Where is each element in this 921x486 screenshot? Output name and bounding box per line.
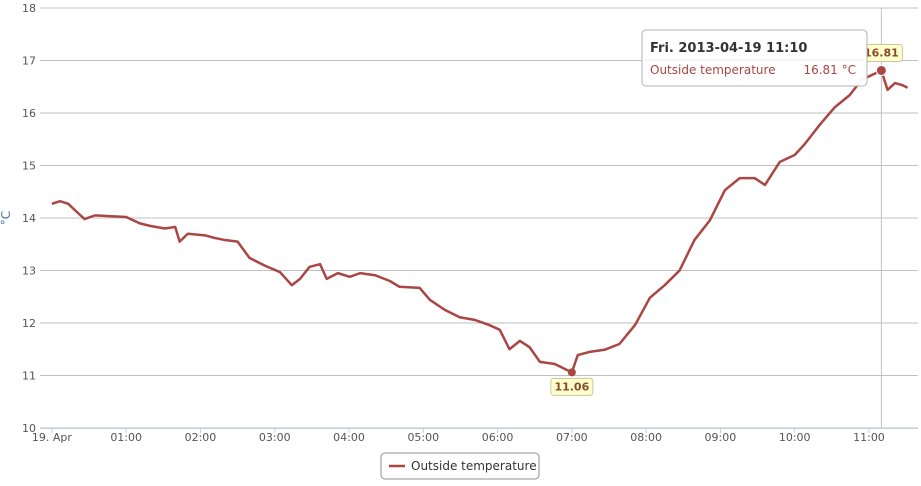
x-tick-label: 04:00 [333, 431, 365, 444]
data-label: 16.81 [864, 46, 899, 59]
y-tick-label: 11 [22, 370, 36, 383]
x-tick-label: 02:00 [185, 431, 217, 444]
data-label-box [550, 377, 594, 396]
x-tick-label: 08:00 [630, 431, 662, 444]
tooltip-header: Fri. 2013-04-19 11:10 [650, 41, 807, 56]
y-tick-label: 15 [22, 160, 36, 173]
x-tick-label: 11:00 [853, 431, 885, 444]
tooltip-box [641, 29, 868, 87]
x-tick-label: 19. Apr [32, 431, 72, 444]
x-tick-label: 01:00 [110, 431, 142, 444]
y-axis-title: °C [0, 211, 13, 225]
y-tick-label: 18 [22, 2, 36, 15]
y-tick-label: 10 [22, 422, 36, 435]
x-tick-label: 09:00 [705, 431, 737, 444]
y-tick-label: 16 [22, 107, 36, 120]
series-line [51, 69, 909, 374]
y-tick-label: 14 [22, 212, 36, 225]
x-tick-label: 07:00 [556, 431, 588, 444]
y-tick-label: 12 [22, 317, 36, 330]
data-label: 11.06 [554, 380, 589, 393]
x-tick-label: 03:00 [259, 431, 291, 444]
point-marker [875, 64, 887, 76]
legend-box [380, 452, 540, 480]
legend: Outside temperature [380, 452, 540, 480]
x-tick-label: 06:00 [482, 431, 514, 444]
x-tick-label: 05:00 [407, 431, 439, 444]
y-tick-label: 13 [22, 265, 36, 278]
tooltip-value: 16.81 °C [803, 63, 856, 77]
point-marker [567, 368, 576, 377]
tooltip: Fri. 2013-04-19 11:10 Outside temperature… [641, 29, 868, 87]
tooltip-series: Outside temperature [650, 63, 776, 77]
legend-label: Outside temperature [411, 459, 537, 473]
y-tick-label: 17 [22, 55, 36, 68]
x-tick-label: 10:00 [779, 431, 811, 444]
